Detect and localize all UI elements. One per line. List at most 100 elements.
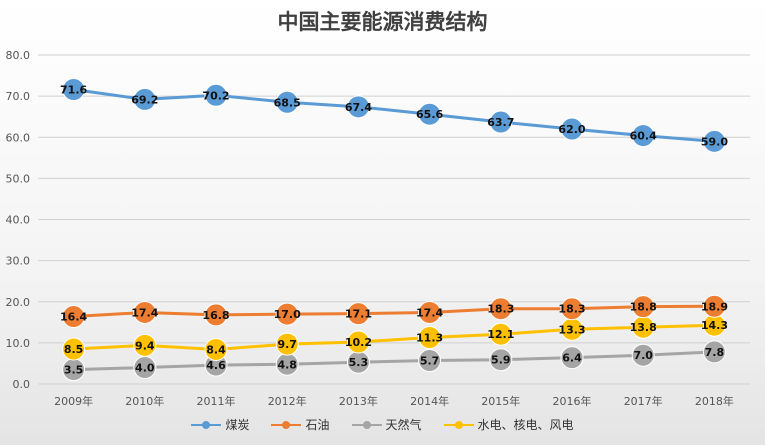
data-label: 70.2 <box>202 89 229 102</box>
data-label: 17.1 <box>345 308 372 321</box>
data-label: 17.0 <box>274 308 301 321</box>
data-label: 59.0 <box>701 135 728 148</box>
data-label: 13.8 <box>630 321 657 334</box>
legend-swatch <box>443 419 474 431</box>
y-tick-label: 10.0 <box>6 337 31 350</box>
x-tick-label: 2014年 <box>410 394 449 408</box>
data-label: 4.8 <box>277 358 297 371</box>
legend-item: 煤炭 <box>191 416 249 433</box>
data-point <box>631 295 655 319</box>
data-point <box>204 83 228 107</box>
data-point <box>489 110 513 134</box>
data-label: 18.3 <box>558 303 585 316</box>
data-label: 8.5 <box>64 343 84 356</box>
data-label: 18.8 <box>630 301 657 314</box>
legend-label: 水电、核电、风电 <box>477 418 574 432</box>
legend-label: 煤炭 <box>225 418 250 432</box>
data-label: 65.6 <box>416 108 443 121</box>
x-tick-label: 2018年 <box>695 394 734 408</box>
data-label: 4.0 <box>135 362 155 375</box>
data-label: 18.9 <box>701 300 728 313</box>
data-point <box>418 102 442 126</box>
data-point <box>702 129 726 153</box>
data-point <box>560 346 584 370</box>
y-tick-label: 20.0 <box>6 296 31 309</box>
legend-swatch <box>191 419 222 431</box>
data-label: 69.2 <box>131 93 158 106</box>
data-label: 18.3 <box>487 303 514 316</box>
data-label: 5.7 <box>420 355 440 368</box>
data-point <box>702 340 726 364</box>
y-tick-label: 0.0 <box>13 378 31 391</box>
chart-legend: 煤炭 石油 天然气 水电、核电、风电 <box>0 416 765 433</box>
data-point <box>560 117 584 141</box>
data-point <box>133 333 157 357</box>
legend-item: 石油 <box>271 416 330 433</box>
data-label: 12.1 <box>487 328 514 341</box>
legend-label: 石油 <box>305 418 330 432</box>
data-label: 16.8 <box>202 309 229 322</box>
data-point <box>489 322 513 346</box>
data-point <box>275 302 299 326</box>
y-tick-label: 80.0 <box>6 49 31 62</box>
x-tick-label: 2012年 <box>268 394 307 408</box>
data-point <box>62 78 86 102</box>
x-tick-label: 2009年 <box>54 394 93 408</box>
series-line <box>73 323 715 351</box>
data-label: 5.3 <box>349 356 369 369</box>
legend-swatch <box>271 419 302 431</box>
data-point <box>346 302 370 326</box>
data-point <box>560 297 584 321</box>
series-line <box>73 88 715 143</box>
data-label: 71.6 <box>60 84 87 97</box>
data-point <box>275 90 299 114</box>
data-label: 8.4 <box>206 343 226 356</box>
data-point <box>631 124 655 148</box>
data-point <box>631 343 655 367</box>
y-tick-label: 30.0 <box>6 255 31 268</box>
legend-label: 天然气 <box>385 418 422 432</box>
x-tick-label: 2011年 <box>197 394 236 408</box>
data-point <box>418 349 442 373</box>
data-label: 67.4 <box>345 101 372 114</box>
data-point <box>62 305 86 329</box>
data-label: 60.4 <box>630 130 657 143</box>
x-tick-label: 2010年 <box>125 394 164 408</box>
data-point <box>489 297 513 321</box>
data-label: 68.5 <box>274 96 301 109</box>
data-point <box>204 337 228 361</box>
x-tick-label: 2016年 <box>553 394 592 408</box>
data-point <box>62 337 86 361</box>
data-point <box>275 332 299 356</box>
legend-swatch <box>351 419 382 431</box>
data-label: 3.5 <box>64 364 84 377</box>
data-label: 6.4 <box>562 352 582 365</box>
x-tick-label: 2017年 <box>624 394 663 408</box>
data-point <box>418 300 442 324</box>
data-label: 13.3 <box>558 323 585 336</box>
data-label: 62.0 <box>558 123 585 136</box>
series-line <box>73 304 715 319</box>
data-point <box>418 326 442 350</box>
data-point <box>133 300 157 324</box>
data-label: 4.6 <box>206 359 226 372</box>
data-label: 17.4 <box>131 306 158 319</box>
y-tick-label: 50.0 <box>6 172 31 185</box>
data-point <box>204 303 228 327</box>
data-point <box>489 348 513 372</box>
legend-item: 天然气 <box>351 416 422 433</box>
data-label: 5.9 <box>491 354 511 367</box>
data-point <box>346 330 370 354</box>
y-tick-label: 40.0 <box>6 214 31 227</box>
x-tick-label: 2013年 <box>339 394 378 408</box>
data-label: 16.4 <box>60 311 87 324</box>
data-label: 7.8 <box>705 346 725 359</box>
data-label: 7.0 <box>633 349 653 362</box>
series-line <box>73 350 715 372</box>
data-point <box>133 87 157 111</box>
data-label: 9.4 <box>135 339 155 352</box>
data-point <box>346 95 370 119</box>
data-point <box>702 294 726 318</box>
